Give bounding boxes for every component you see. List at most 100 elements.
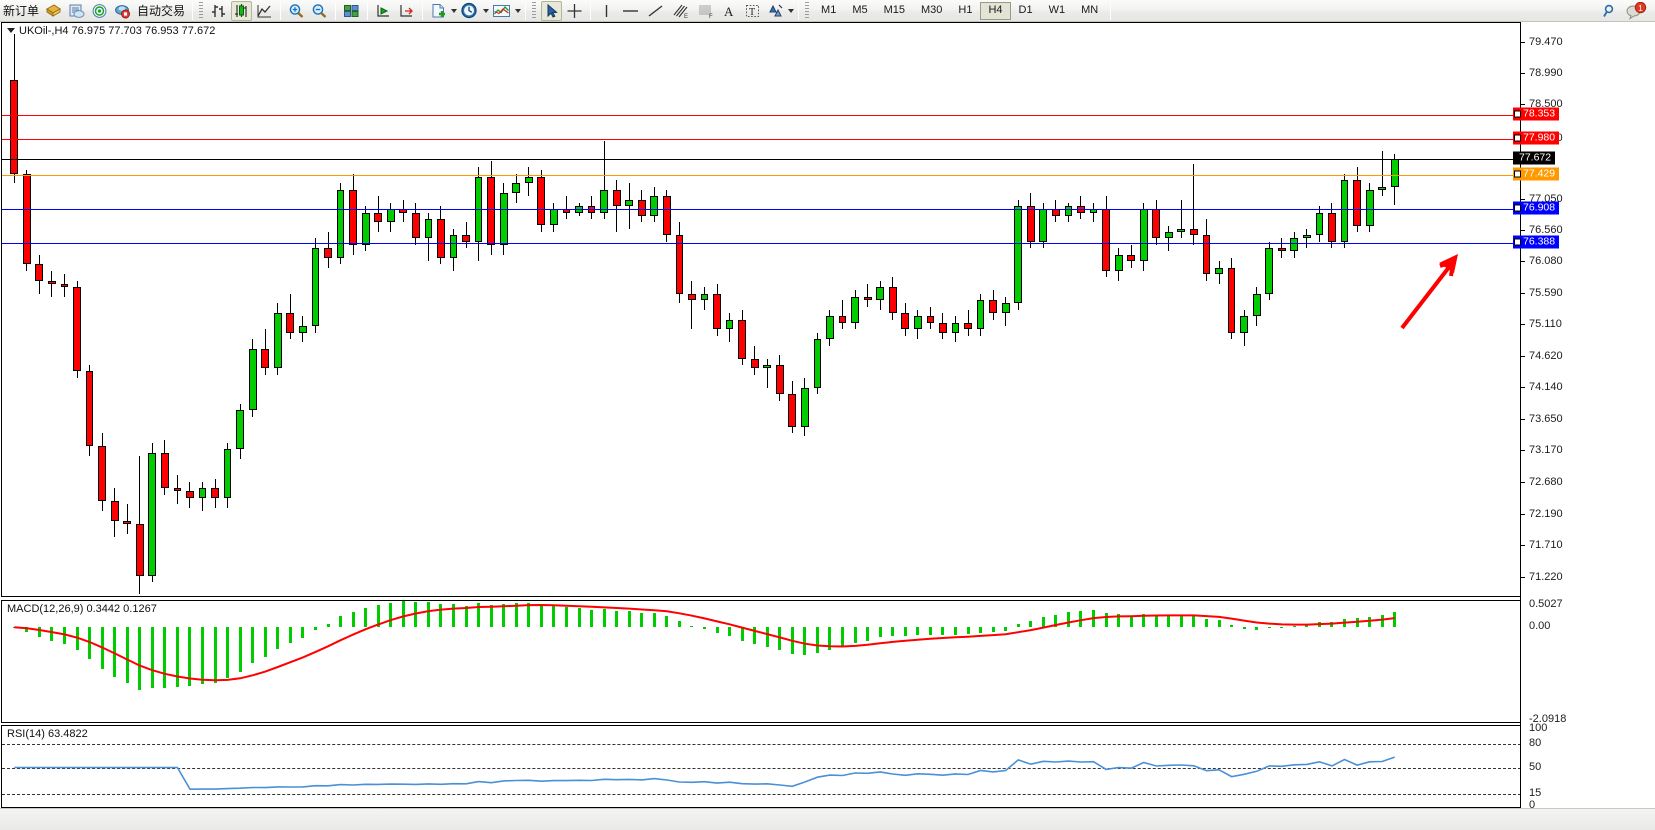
zoom-out-icon[interactable] xyxy=(309,1,330,21)
macd-pane[interactable]: MACD(12,26,9) 0.3442 0.1267 xyxy=(1,600,1654,723)
candle-wick xyxy=(842,300,844,330)
chevron-down-icon[interactable] xyxy=(451,8,458,13)
price-line-handle[interactable] xyxy=(1514,204,1521,212)
equidistant-channel-icon[interactable]: E xyxy=(669,1,692,21)
expert-advisor-icon[interactable] xyxy=(43,1,64,21)
new-chart-icon[interactable] xyxy=(428,1,449,21)
trendline-icon[interactable] xyxy=(644,1,667,21)
toolbar-grip[interactable] xyxy=(532,1,537,20)
alerts-icon[interactable]: 1 xyxy=(1623,1,1649,21)
rsi-pane[interactable]: RSI(14) 63.4822 xyxy=(1,725,1654,808)
macd-histogram-bar xyxy=(841,627,845,648)
vertical-line-icon[interactable] xyxy=(596,1,617,21)
text-label-icon[interactable]: T xyxy=(742,1,763,21)
price-badge-support-2[interactable]: 76.388 xyxy=(1513,235,1560,248)
timeframe-h4[interactable]: H4 xyxy=(980,1,1011,20)
price-axis[interactable]: 79.47078.99078.50077.98077.05076.56076.0… xyxy=(1513,22,1654,811)
macd-histogram-bar xyxy=(539,604,543,628)
timeframe-m15[interactable]: M15 xyxy=(883,4,905,16)
candle-body xyxy=(951,322,960,333)
price-line-handle[interactable] xyxy=(1514,110,1521,118)
price-axis-label: 76.560 xyxy=(1529,224,1563,237)
macd-histogram-bar xyxy=(753,627,757,645)
line-chart-icon[interactable] xyxy=(254,1,275,21)
candle-body xyxy=(1290,238,1299,252)
price-badge-last-price[interactable]: 77.672 xyxy=(1513,151,1556,165)
autotrading-label[interactable]: 自动交易 xyxy=(137,4,186,18)
crosshair-icon[interactable] xyxy=(564,1,585,21)
timeframe-m5[interactable]: M5 xyxy=(852,4,868,16)
price-line-handle[interactable] xyxy=(1514,238,1521,245)
macd-histogram-bar xyxy=(1242,627,1246,629)
data-window-icon[interactable] xyxy=(66,1,87,21)
svg-text:F: F xyxy=(709,14,713,19)
period-icon[interactable] xyxy=(458,1,481,21)
auto-scroll-icon[interactable] xyxy=(396,1,417,21)
candle-body xyxy=(512,183,521,194)
autotrading-icon[interactable] xyxy=(112,1,133,21)
signals-icon[interactable] xyxy=(89,1,110,21)
candle-body xyxy=(399,209,408,213)
macd-histogram-bar xyxy=(778,627,782,651)
price-axis-label: 78.500 xyxy=(1529,98,1563,111)
candle-body xyxy=(1365,189,1374,226)
candle-body xyxy=(1240,316,1248,333)
timeframe-mn[interactable]: MN xyxy=(1081,4,1099,16)
price-pane[interactable]: UKOil-,H4 76.975 77.703 76.953 77.672 xyxy=(1,22,1654,597)
candle-body xyxy=(374,212,383,223)
macd-overlay xyxy=(14,603,1395,682)
objects-icon[interactable] xyxy=(765,1,786,21)
price-line-last-price[interactable] xyxy=(2,159,1521,161)
macd-histogram-bar xyxy=(590,609,594,628)
indicators-icon[interactable] xyxy=(490,1,513,21)
candle-wick xyxy=(1193,163,1195,245)
up-arrow-annotation[interactable] xyxy=(1400,260,1455,330)
price-badge-order-level[interactable]: 77.429 xyxy=(1513,167,1560,181)
cursor-icon[interactable] xyxy=(541,0,563,21)
chevron-down-icon[interactable] xyxy=(515,8,522,13)
timeframe-w1[interactable]: W1 xyxy=(1048,4,1066,16)
price-line-support-2[interactable] xyxy=(2,242,1521,244)
price-line-order-level[interactable] xyxy=(2,174,1521,176)
data-window-grid-icon[interactable] xyxy=(341,1,362,21)
price-plot[interactable] xyxy=(2,23,1521,596)
chevron-down-icon[interactable] xyxy=(788,8,795,13)
price-line-handle[interactable] xyxy=(1514,134,1521,142)
fibonacci-icon[interactable]: F xyxy=(694,1,717,21)
price-badge-resistance-2[interactable]: 77.980 xyxy=(1513,131,1560,145)
rsi-plot[interactable] xyxy=(2,726,1521,807)
new-order-label[interactable]: 新订单 xyxy=(3,4,40,18)
price-badge-resistance-1[interactable]: 78.353 xyxy=(1513,107,1560,121)
timeframe-h1[interactable]: H1 xyxy=(958,4,973,16)
price-line-resistance-2[interactable] xyxy=(2,139,1521,141)
timeframe-m1[interactable]: M1 xyxy=(821,4,837,16)
macd-histogram-bar xyxy=(477,603,481,628)
macd-histogram-bar xyxy=(1079,610,1083,628)
timeframe-d1[interactable]: D1 xyxy=(1018,4,1033,16)
macd-histogram-bar xyxy=(803,627,807,656)
toolbar-separator xyxy=(590,1,592,20)
candle-body xyxy=(1051,209,1060,216)
chart-container[interactable]: UKOil-,H4 76.975 77.703 76.953 77.672 MA… xyxy=(0,22,1655,830)
price-line-handle[interactable] xyxy=(1514,170,1521,178)
macd-histogram-bar xyxy=(564,607,568,628)
chevron-down-icon[interactable] xyxy=(483,8,490,13)
chart-shift-icon[interactable] xyxy=(373,1,394,21)
search-icon[interactable] xyxy=(1599,1,1621,21)
toolbar-grip[interactable] xyxy=(199,1,204,20)
timeframe-m30[interactable]: M30 xyxy=(921,4,943,16)
zoom-in-icon[interactable] xyxy=(286,1,307,21)
text-icon[interactable]: A xyxy=(719,1,740,21)
price-line-resistance-1[interactable] xyxy=(2,115,1521,117)
horizontal-line-icon[interactable] xyxy=(619,1,642,21)
macd-histogram-bar xyxy=(828,627,832,650)
collapse-arrow-icon[interactable] xyxy=(7,28,15,33)
price-pane-label: UKOil-,H4 76.975 77.703 76.953 77.672 xyxy=(7,25,215,37)
price-line-support-1[interactable] xyxy=(2,208,1521,210)
toolbar-grip[interactable] xyxy=(805,1,810,20)
macd-axis-label: -2.0918 xyxy=(1529,713,1567,725)
price-badge-support-1[interactable]: 76.908 xyxy=(1513,201,1560,215)
candlestick-chart-icon[interactable] xyxy=(231,0,253,21)
bar-chart-icon[interactable] xyxy=(208,1,229,21)
macd-plot[interactable] xyxy=(2,601,1521,722)
